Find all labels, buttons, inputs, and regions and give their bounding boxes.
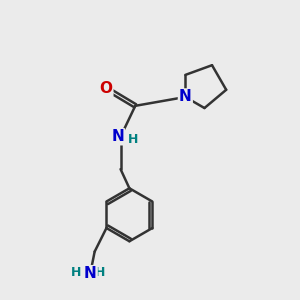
- Text: N: N: [111, 129, 124, 144]
- Text: O: O: [99, 81, 112, 96]
- Text: N: N: [179, 89, 192, 104]
- Text: H: H: [128, 133, 138, 146]
- Text: N: N: [84, 266, 97, 281]
- Text: H: H: [94, 266, 105, 279]
- Text: H: H: [71, 266, 82, 279]
